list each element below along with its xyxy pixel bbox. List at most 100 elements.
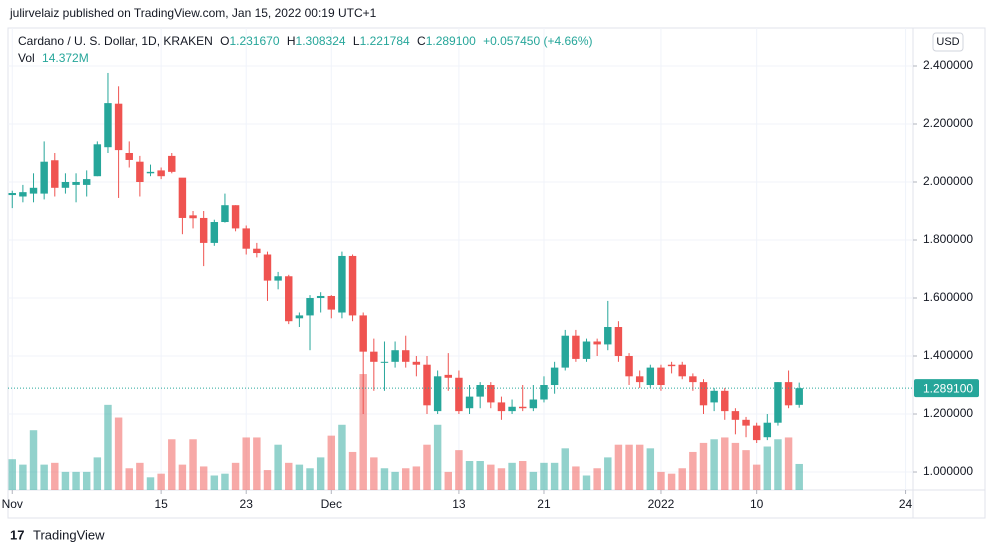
volume-bar bbox=[487, 464, 495, 490]
candle-body bbox=[593, 341, 601, 345]
x-tick-label: 23 bbox=[240, 497, 254, 511]
volume-bar bbox=[189, 439, 197, 490]
volume-bar bbox=[242, 437, 250, 490]
volume-bar bbox=[274, 444, 282, 490]
volume-bar bbox=[72, 471, 80, 490]
published-note: julirvelaiz published on TradingView.com… bbox=[9, 6, 377, 20]
volume-bar bbox=[423, 444, 431, 490]
legend-c: C bbox=[417, 34, 426, 48]
candle-body bbox=[433, 376, 442, 412]
volume-bar bbox=[370, 457, 378, 490]
candle-body bbox=[61, 182, 70, 188]
volume-bar bbox=[540, 462, 548, 490]
volume-bar bbox=[465, 461, 474, 490]
volume-bar bbox=[306, 468, 314, 490]
candle-body bbox=[529, 399, 538, 409]
volume-bar bbox=[104, 404, 112, 490]
volume-bar bbox=[550, 462, 559, 490]
volume-bar bbox=[221, 473, 229, 490]
volume-bar bbox=[146, 477, 155, 490]
candle-body bbox=[19, 192, 27, 197]
candle-body bbox=[646, 367, 655, 386]
candle-body bbox=[210, 222, 219, 243]
volume-bar bbox=[8, 459, 16, 490]
volume-bar bbox=[710, 439, 718, 490]
currency-button[interactable] bbox=[932, 32, 964, 52]
volume-bar bbox=[497, 468, 506, 490]
volume-bar bbox=[529, 471, 538, 490]
candle-body bbox=[338, 255, 346, 313]
brand-name: TradingView bbox=[33, 527, 105, 542]
candle-body bbox=[487, 385, 495, 403]
y-tick-label: 2.400000 bbox=[923, 58, 973, 72]
volume-legend-label: Vol bbox=[18, 51, 35, 65]
volume-bar bbox=[178, 464, 187, 490]
volume-bar bbox=[412, 466, 421, 490]
candle-body bbox=[125, 152, 133, 160]
candle-body bbox=[114, 103, 123, 151]
volume-bar bbox=[774, 439, 782, 490]
volume-bar bbox=[253, 437, 261, 490]
candle-body bbox=[93, 144, 102, 177]
candle-body bbox=[561, 335, 569, 368]
volume-bar bbox=[93, 457, 102, 490]
candle-body bbox=[667, 364, 676, 367]
candle-body bbox=[82, 179, 91, 185]
candle-body bbox=[402, 350, 410, 362]
candle-body bbox=[752, 425, 761, 441]
volume-bar bbox=[295, 464, 304, 490]
candle-body bbox=[784, 382, 793, 406]
candle-body bbox=[763, 422, 772, 438]
candle-body bbox=[242, 228, 250, 249]
candle-body bbox=[231, 205, 240, 229]
volume-bar bbox=[136, 462, 144, 490]
candle-body bbox=[710, 390, 718, 403]
volume-bar bbox=[125, 468, 133, 490]
candle-body bbox=[348, 255, 357, 316]
x-tick-label: 2022 bbox=[648, 497, 675, 511]
y-tick-label: 1.000000 bbox=[923, 464, 973, 478]
volume-bar bbox=[561, 448, 569, 490]
volume-bar bbox=[795, 463, 803, 490]
volume-bar bbox=[19, 464, 27, 490]
volume-bar bbox=[646, 448, 655, 490]
y-tick-label: 1.400000 bbox=[923, 348, 973, 362]
volume-bar bbox=[82, 471, 91, 490]
candle-body bbox=[604, 327, 612, 345]
x-tick-label: Dec bbox=[321, 497, 342, 511]
volume-bar bbox=[51, 462, 59, 490]
volume-bar bbox=[157, 473, 165, 490]
volume-legend: Vol 14.372M bbox=[18, 51, 89, 65]
legend-high: 1.308324 bbox=[296, 34, 346, 48]
candle-body bbox=[285, 276, 293, 322]
x-tick-label: 21 bbox=[537, 497, 551, 511]
brand-logo: 17 bbox=[10, 527, 24, 542]
volume-bar bbox=[604, 457, 612, 490]
candle-body bbox=[189, 215, 197, 219]
legend-change: +0.057450 (+4.66%) bbox=[483, 34, 592, 48]
volume-bar bbox=[327, 435, 336, 490]
volume-bar bbox=[657, 471, 665, 490]
candle-body bbox=[742, 419, 750, 426]
candle-body bbox=[689, 376, 697, 383]
candle-body bbox=[253, 248, 261, 254]
volume-bar bbox=[752, 464, 761, 490]
volume-bar bbox=[114, 417, 123, 490]
volume-bar bbox=[742, 450, 750, 490]
candle-body bbox=[540, 385, 548, 400]
y-tick-label: 2.000000 bbox=[923, 174, 973, 188]
volume-bar bbox=[210, 475, 219, 490]
y-tick-label: 1.600000 bbox=[923, 290, 973, 304]
legend-l: L bbox=[353, 34, 360, 48]
volume-bar bbox=[263, 470, 272, 490]
candle-body bbox=[635, 376, 644, 383]
candle-body bbox=[412, 361, 421, 365]
candle-body bbox=[178, 177, 187, 218]
volume-bar bbox=[285, 462, 293, 490]
last-price-box bbox=[914, 379, 979, 398]
volume-bar bbox=[338, 424, 346, 490]
candle-body bbox=[316, 295, 325, 299]
y-tick-label: 2.200000 bbox=[923, 116, 973, 130]
candle-body bbox=[455, 377, 463, 412]
